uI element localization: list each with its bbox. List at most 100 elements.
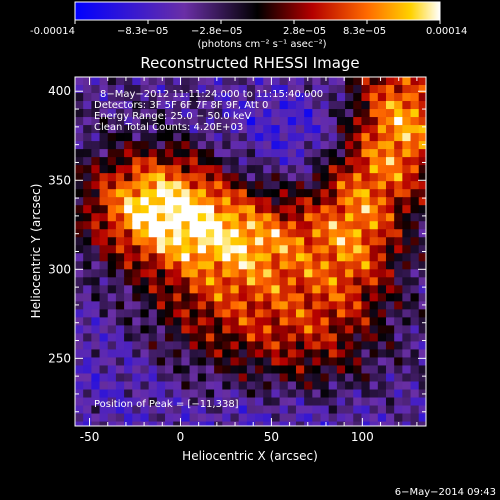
heatmap-cell [402,261,412,270]
heatmap-cell [361,341,371,351]
heatmap-cell [83,245,92,254]
heatmap-cell [230,301,240,310]
heatmap-cell [107,381,117,391]
heatmap-cell [115,181,125,190]
heatmap-cell [394,109,403,118]
heatmap-cell [238,245,248,254]
heatmap-cell [205,109,215,118]
heatmap-cell [328,101,338,110]
heatmap-cell [295,349,305,359]
heatmap-cell [369,333,379,343]
heatmap-cell [107,141,117,150]
heatmap-cell [156,101,166,110]
heatmap-cell [271,325,281,335]
heatmap-cell [295,397,305,407]
heatmap-cell [222,157,232,166]
heatmap-cell [255,245,264,254]
heatmap-cell [91,125,101,134]
heatmap-cell [222,173,232,182]
heatmap-cell [230,245,240,254]
heatmap-cell [107,357,117,367]
heatmap-cell [91,373,101,383]
heatmap-cell [287,269,297,278]
heatmap-cell [328,165,338,174]
heatmap-cell [230,397,240,407]
heatmap-cell [75,157,84,166]
heatmap-cell [222,253,232,262]
heatmap-cell [263,341,273,351]
heatmap-cell [271,173,281,182]
heatmap-cell [156,373,166,383]
heatmap-cell [148,333,158,343]
heatmap-cell [230,181,240,190]
heatmap-cell [402,245,412,254]
heatmap-cell [91,157,101,166]
heatmap-cell [353,309,363,318]
heatmap-cell [91,101,101,110]
heatmap-cell [255,253,264,262]
heatmap-cell [140,349,150,359]
heatmap-cell [394,293,403,302]
heatmap-cell [263,301,273,310]
heatmap-cell [132,221,142,230]
heatmap-cell [165,421,174,426]
heatmap-cell [214,373,223,383]
heatmap-cell [263,421,273,426]
heatmap-cell [279,125,289,134]
heatmap-cell [115,381,125,391]
heatmap-cell [385,261,395,270]
heatmap-cell [410,101,420,110]
heatmap-cell [320,197,330,206]
heatmap-cell [402,77,412,86]
heatmap-cell [107,413,117,423]
heatmap-cell [427,406,436,415]
heatmap-cell [427,398,436,407]
heatmap-cell [377,277,387,286]
heatmap-cell [287,341,297,351]
heatmap-cell [165,413,174,423]
heatmap-cell [230,309,240,318]
heatmap-cell [205,405,215,415]
heatmap-cell [181,125,191,134]
heatmap-cell [238,117,248,126]
heatmap-cell [173,221,182,230]
heatmap-cell [279,261,289,270]
heatmap-cell [427,125,436,134]
heatmap-cell [197,181,207,190]
heatmap-cell [271,133,281,142]
heatmap-cell [205,101,215,110]
heatmap-cell [377,309,387,318]
heatmap-cell [165,333,174,343]
heatmap-cell [132,325,142,335]
heatmap-cell [156,341,166,351]
heatmap-cell [369,285,379,294]
heatmap-cell [124,245,133,254]
heatmap-cell [312,197,322,206]
heatmap-cell [402,397,412,407]
heatmap-cell [165,205,174,214]
heatmap-cell [394,301,403,310]
heatmap-cell [181,381,191,391]
heatmap-cell [410,397,420,407]
heatmap-cell [287,261,297,270]
heatmap-cell [377,77,387,86]
heatmap-cell [394,157,403,166]
heatmap-cell [173,245,182,254]
heatmap-cell [75,93,84,102]
heatmap-cell [75,101,84,110]
heatmap-cell [173,397,182,407]
heatmap-cell [377,157,387,166]
heatmap-cell [140,165,150,174]
heatmap-cell [369,141,379,150]
heatmap-cell [304,373,313,383]
heatmap-cell [410,389,420,399]
heatmap-cell [140,381,150,391]
heatmap-cell [328,117,338,126]
heatmap-cell [214,117,223,126]
heatmap-cell [181,397,191,407]
heatmap-cell [214,293,223,302]
heatmap-cell [205,365,215,375]
heatmap-cell [255,133,264,142]
heatmap-cell [385,189,395,198]
heatmap-cell [328,365,338,375]
